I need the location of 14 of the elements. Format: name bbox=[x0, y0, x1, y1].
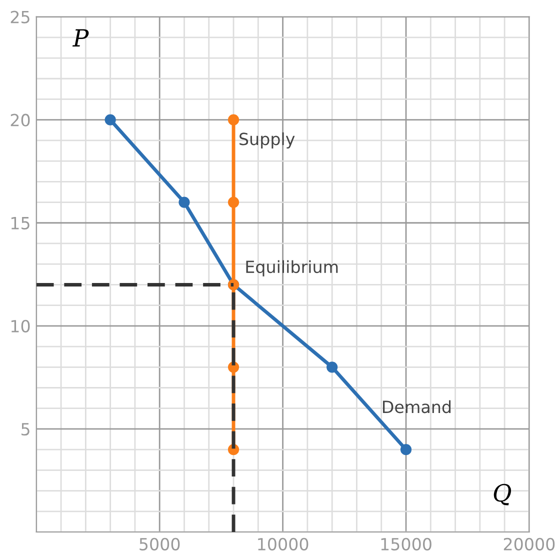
y-tick-label: 10 bbox=[11, 320, 30, 332]
x-tick-label: 10000 bbox=[258, 538, 308, 550]
y-tick-label: 5 bbox=[22, 423, 30, 436]
y-axis-title: P bbox=[72, 29, 89, 46]
x-axis-title: Q bbox=[494, 484, 512, 506]
y-tick-label: 25 bbox=[10, 10, 30, 24]
x-tick-label: 5000 bbox=[140, 538, 180, 550]
y-tick-label: 15 bbox=[11, 217, 30, 230]
series-label: Demand bbox=[382, 400, 451, 414]
x-tick-label: 20000 bbox=[504, 538, 555, 550]
annotation: Equilibrium bbox=[246, 260, 338, 276]
y-tick-label: 20 bbox=[10, 114, 30, 126]
series-label: Supply bbox=[240, 132, 295, 149]
x-tick-label: 15000 bbox=[381, 538, 432, 550]
